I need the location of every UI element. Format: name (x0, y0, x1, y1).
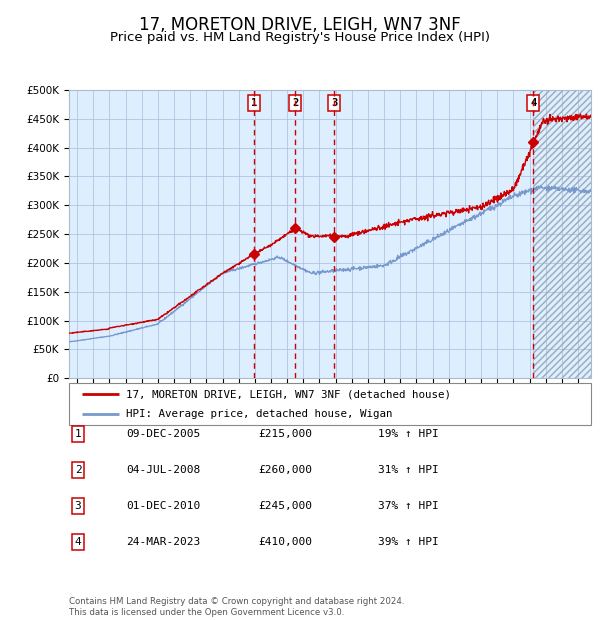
Text: 24-MAR-2023: 24-MAR-2023 (126, 537, 200, 547)
Text: 09-DEC-2005: 09-DEC-2005 (126, 429, 200, 439)
Text: 31% ↑ HPI: 31% ↑ HPI (378, 465, 439, 475)
Text: 2: 2 (292, 97, 299, 108)
Text: 4: 4 (530, 97, 536, 108)
Text: 3: 3 (74, 501, 82, 511)
Text: 1: 1 (74, 429, 82, 439)
Text: £215,000: £215,000 (258, 429, 312, 439)
Text: 3: 3 (331, 97, 337, 108)
Text: 19% ↑ HPI: 19% ↑ HPI (378, 429, 439, 439)
Text: HPI: Average price, detached house, Wigan: HPI: Average price, detached house, Wiga… (127, 409, 393, 419)
Text: 17, MORETON DRIVE, LEIGH, WN7 3NF: 17, MORETON DRIVE, LEIGH, WN7 3NF (139, 16, 461, 33)
Text: 04-JUL-2008: 04-JUL-2008 (126, 465, 200, 475)
Text: £245,000: £245,000 (258, 501, 312, 511)
Text: 4: 4 (74, 537, 82, 547)
Text: 2: 2 (74, 465, 82, 475)
Text: 39% ↑ HPI: 39% ↑ HPI (378, 537, 439, 547)
Text: 17, MORETON DRIVE, LEIGH, WN7 3NF (detached house): 17, MORETON DRIVE, LEIGH, WN7 3NF (detac… (127, 389, 451, 399)
Text: 01-DEC-2010: 01-DEC-2010 (126, 501, 200, 511)
Text: 1: 1 (251, 97, 257, 108)
Text: Price paid vs. HM Land Registry's House Price Index (HPI): Price paid vs. HM Land Registry's House … (110, 31, 490, 44)
Text: £260,000: £260,000 (258, 465, 312, 475)
Text: 37% ↑ HPI: 37% ↑ HPI (378, 501, 439, 511)
Text: Contains HM Land Registry data © Crown copyright and database right 2024.
This d: Contains HM Land Registry data © Crown c… (69, 598, 404, 617)
FancyBboxPatch shape (69, 383, 591, 425)
Text: £410,000: £410,000 (258, 537, 312, 547)
